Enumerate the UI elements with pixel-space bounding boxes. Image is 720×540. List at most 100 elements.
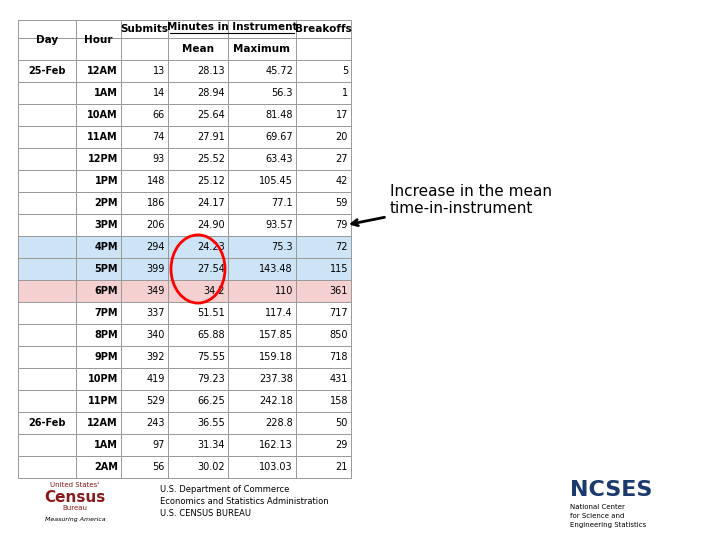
Text: Submits: Submits [120, 24, 168, 34]
Bar [18, 170, 76, 192]
Text: 431: 431 [330, 374, 348, 384]
Text: Maximum: Maximum [233, 44, 290, 54]
Bar [168, 258, 228, 280]
Text: National Center: National Center [570, 504, 625, 510]
Text: 72: 72 [336, 242, 348, 252]
Bar [168, 38, 228, 60]
Bar [121, 346, 168, 368]
Bar [228, 104, 296, 126]
Bar [121, 82, 168, 104]
Text: 349: 349 [147, 286, 165, 296]
Text: 25-Feb: 25-Feb [28, 66, 66, 76]
Bar [296, 390, 351, 412]
Bar [76, 412, 121, 434]
Text: 1: 1 [342, 88, 348, 98]
Bar [18, 324, 76, 346]
Bar [296, 324, 351, 346]
Bar [296, 236, 351, 258]
Bar [168, 214, 228, 236]
Bar [228, 192, 296, 214]
Text: 66.25: 66.25 [197, 396, 225, 406]
Bar [168, 368, 228, 390]
Text: 392: 392 [146, 352, 165, 362]
Bar [168, 126, 228, 148]
Text: 93.57: 93.57 [265, 220, 293, 230]
Bar [228, 456, 296, 478]
Text: 25.64: 25.64 [197, 110, 225, 120]
Text: Increase in the mean
time-in-instrument: Increase in the mean time-in-instrument [352, 184, 552, 226]
Text: 69.67: 69.67 [266, 132, 293, 142]
Text: 14: 14 [153, 88, 165, 98]
Bar [76, 390, 121, 412]
Text: NCSES: NCSES [570, 480, 652, 500]
Text: 294: 294 [146, 242, 165, 252]
Text: 63.43: 63.43 [266, 154, 293, 164]
Text: 17: 17 [336, 110, 348, 120]
Bar [121, 456, 168, 478]
Bar [168, 148, 228, 170]
Text: 529: 529 [146, 396, 165, 406]
Bar [121, 302, 168, 324]
Text: Minutes in Instrument: Minutes in Instrument [167, 22, 297, 32]
Bar [228, 60, 296, 82]
Bar [121, 434, 168, 456]
Text: 28.94: 28.94 [197, 88, 225, 98]
Bar [121, 192, 168, 214]
Text: 29: 29 [336, 440, 348, 450]
Bar [121, 236, 168, 258]
Text: 158: 158 [330, 396, 348, 406]
Bar [121, 390, 168, 412]
Text: 9PM: 9PM [94, 352, 118, 362]
Text: 34.2: 34.2 [204, 286, 225, 296]
Text: Mean: Mean [182, 44, 214, 54]
Bar [121, 324, 168, 346]
Text: 242.18: 242.18 [259, 396, 293, 406]
Bar [228, 38, 296, 60]
Text: 337: 337 [146, 308, 165, 318]
Bar [121, 368, 168, 390]
Bar [121, 60, 168, 82]
Bar [168, 412, 228, 434]
Text: 93: 93 [153, 154, 165, 164]
Bar [168, 456, 228, 478]
Text: Day: Day [36, 35, 58, 45]
Text: for Science and: for Science and [570, 513, 624, 519]
Bar [168, 390, 228, 412]
Text: 206: 206 [146, 220, 165, 230]
Bar [168, 236, 228, 258]
Text: 186: 186 [147, 198, 165, 208]
Text: U.S. CENSUS BUREAU: U.S. CENSUS BUREAU [160, 510, 251, 518]
Bar [18, 214, 76, 236]
Bar [296, 346, 351, 368]
Text: 5PM: 5PM [94, 264, 118, 274]
Text: Economics and Statistics Administration: Economics and Statistics Administration [160, 497, 328, 507]
Text: Census: Census [45, 489, 106, 504]
Bar [228, 82, 296, 104]
Bar [168, 346, 228, 368]
Text: 12PM: 12PM [88, 154, 118, 164]
Text: 11PM: 11PM [88, 396, 118, 406]
Text: 717: 717 [329, 308, 348, 318]
Bar [296, 20, 351, 38]
Bar [18, 192, 76, 214]
Text: 8PM: 8PM [94, 330, 118, 340]
Text: 28.13: 28.13 [197, 66, 225, 76]
Bar [18, 38, 76, 60]
Bar [168, 60, 228, 82]
Text: 117.4: 117.4 [266, 308, 293, 318]
Text: Hour: Hour [84, 35, 113, 45]
Bar [168, 104, 228, 126]
Text: 143.48: 143.48 [259, 264, 293, 274]
Text: Measuring America: Measuring America [45, 516, 105, 522]
Text: 27: 27 [336, 154, 348, 164]
Text: 228.8: 228.8 [265, 418, 293, 428]
Bar [228, 170, 296, 192]
Bar [76, 148, 121, 170]
Bar [18, 302, 76, 324]
Bar [76, 324, 121, 346]
Text: 24.17: 24.17 [197, 198, 225, 208]
Bar [18, 368, 76, 390]
Bar [76, 20, 121, 38]
Text: 7PM: 7PM [94, 308, 118, 318]
Bar [121, 104, 168, 126]
